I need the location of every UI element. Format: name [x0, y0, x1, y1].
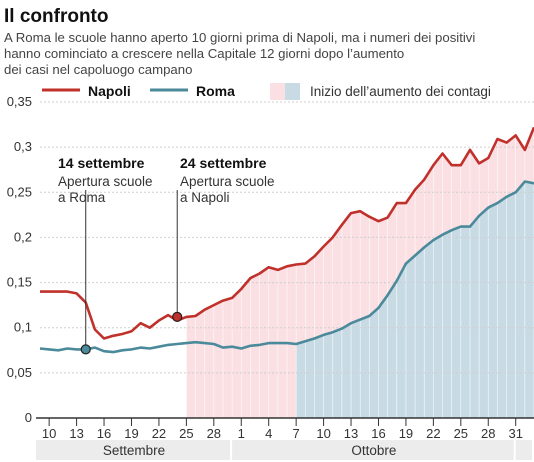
x-tick-label: 25	[179, 426, 193, 441]
annotation-text: Apertura scuole	[180, 174, 275, 189]
chart-title: Il confronto	[4, 6, 108, 27]
month-band	[36, 440, 231, 460]
x-tick-label: 13	[344, 426, 358, 441]
grid	[39, 101, 534, 418]
annotation-date: 24 settembre	[180, 155, 267, 171]
x-tick-label: 16	[371, 426, 385, 441]
chart-subtitle-line-2: hanno cominciato a crescere nella Capita…	[4, 46, 404, 61]
month-band	[232, 440, 514, 460]
legend-inizio-label: Inizio dell’aumento dei contagi	[310, 84, 491, 99]
x-tick-label: 16	[97, 426, 111, 441]
x-tick-label: 19	[124, 426, 138, 441]
x-tick-label: 25	[454, 426, 468, 441]
napoli-line	[40, 126, 534, 340]
x-tick-label: 4	[265, 426, 272, 441]
chart-subtitle-line-1: A Roma le scuole hanno aperto 10 giorni …	[4, 30, 475, 45]
x-tick-label: 31	[508, 426, 522, 441]
legend: Napoli Roma Inizio dell’aumento dei cont…	[42, 83, 491, 100]
legend-roma-area-swatch	[285, 83, 300, 100]
y-tick-label: 0,3	[14, 139, 32, 154]
annotation-text: Apertura scuole	[58, 174, 153, 189]
y-tick-label: 0,25	[7, 184, 32, 199]
y-tick-label: 0,15	[7, 275, 32, 290]
x-tick-label: 13	[69, 426, 83, 441]
legend-napoli-area-swatch	[270, 83, 285, 100]
x-tick-label: 22	[152, 426, 166, 441]
x-tick-label: 10	[42, 426, 56, 441]
month-label: Settembre	[103, 443, 165, 458]
annotation-marker	[80, 344, 91, 355]
annotation-marker	[172, 311, 183, 322]
y-tick-label: 0	[25, 410, 32, 425]
y-tick-label: 0,05	[7, 365, 32, 380]
month-label: Ottobre	[351, 443, 396, 458]
roma-line	[39, 180, 534, 354]
x-tick-label: 7	[293, 426, 300, 441]
x-tick-label: 28	[207, 426, 221, 441]
x-axis: 10 13 16 19 22 25 28 1 4 7 10 13 16 19 22 25 28 31 Settemb…	[36, 417, 534, 460]
chart-subtitle-line-3: dei casi nel capoluogo campano	[4, 62, 192, 77]
x-tick-label: 10	[316, 426, 330, 441]
x-tick-label: 1	[238, 426, 245, 441]
x-tick-label: 19	[399, 426, 413, 441]
series-lines	[39, 126, 534, 354]
annotation-text: a Napoli	[180, 190, 230, 205]
annotation-text: a Roma	[58, 190, 106, 205]
x-tick-label: 22	[426, 426, 440, 441]
month-band	[515, 440, 532, 460]
annotation-date: 14 settembre	[58, 155, 145, 171]
y-axis: 0 0,05 0,1 0,15 0,2 0,25 0,3 0,35	[7, 94, 32, 425]
legend-roma-label: Roma	[196, 83, 235, 99]
legend-napoli-label: Napoli	[88, 83, 131, 99]
y-tick-label: 0,1	[14, 320, 32, 335]
x-tick-label: 28	[481, 426, 495, 441]
y-tick-label: 0,35	[7, 94, 32, 109]
y-tick-label: 0,2	[14, 229, 32, 244]
